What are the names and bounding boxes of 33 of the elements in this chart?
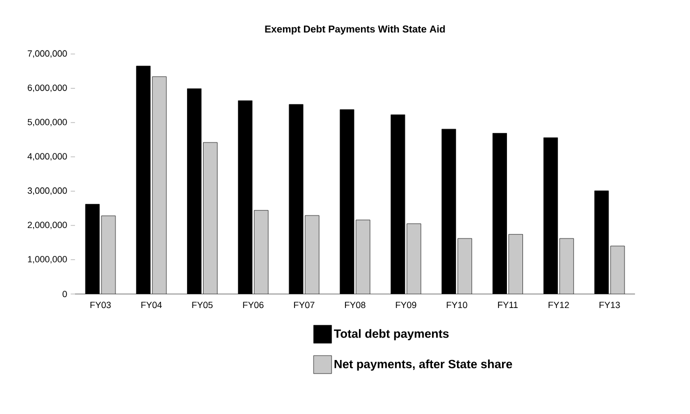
x-tick-label: FY12	[548, 302, 569, 308]
bar	[458, 238, 472, 294]
legend-label: Net payments, after State share	[334, 360, 512, 371]
x-tick-label: FY13	[600, 302, 620, 308]
y-tick-label: 6,000,000	[28, 84, 67, 92]
x-tick-label: FY03	[90, 302, 111, 308]
x-tick-label: FY08	[345, 302, 366, 308]
chart-title: Exempt Debt Payments With State Aid	[265, 25, 445, 35]
x-tick-label: FY05	[192, 302, 213, 308]
bar	[254, 210, 268, 294]
x-tick-label: FY10	[446, 302, 468, 308]
bar	[305, 215, 320, 294]
y-tick-label: 4,000,000	[28, 153, 67, 161]
x-tick-label: FY07	[294, 302, 314, 308]
y-tick-label: 3,000,000	[28, 187, 67, 195]
y-tick-label: 1,000,000	[28, 256, 67, 264]
x-tick-label: FY11	[498, 302, 518, 308]
legend-label: Total debt payments	[334, 329, 449, 340]
bar	[356, 220, 370, 294]
x-tick-label: FY06	[243, 302, 264, 308]
x-tick-label: FY04	[141, 302, 162, 308]
bar	[560, 238, 574, 294]
bar	[203, 142, 218, 294]
y-tick-label: 2,000,000	[28, 222, 67, 230]
bar	[152, 76, 166, 294]
bar	[610, 246, 625, 294]
bar	[508, 234, 523, 294]
y-tick-label: 5,000,000	[28, 118, 67, 126]
bar	[101, 216, 116, 294]
y-tick-label: 0	[62, 290, 67, 298]
x-tick-label: FY09	[396, 302, 416, 308]
y-tick-label: 7,000,000	[28, 50, 67, 58]
bar	[406, 224, 421, 294]
